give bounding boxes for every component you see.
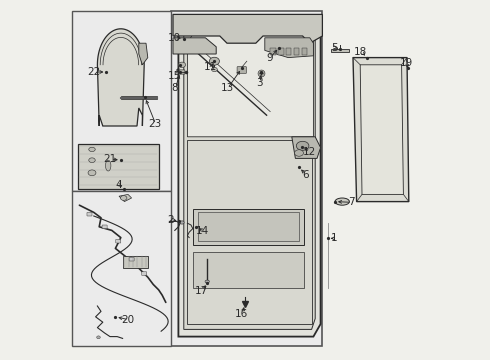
Text: 15: 15 (168, 71, 181, 81)
Bar (286, 48, 292, 55)
Text: 1: 1 (331, 233, 338, 243)
Ellipse shape (335, 198, 349, 205)
Text: 2: 2 (167, 215, 174, 225)
FancyBboxPatch shape (87, 212, 92, 216)
Ellipse shape (212, 67, 217, 72)
Polygon shape (265, 38, 314, 58)
Bar (294, 48, 299, 55)
Text: 3: 3 (256, 78, 263, 88)
Bar (121, 96, 157, 99)
FancyBboxPatch shape (237, 67, 246, 73)
Bar (171, 11, 322, 346)
Polygon shape (360, 65, 403, 194)
Text: 20: 20 (122, 315, 135, 325)
Bar (270, 48, 275, 55)
Text: 9: 9 (266, 53, 273, 63)
Ellipse shape (121, 196, 127, 200)
Ellipse shape (294, 150, 303, 156)
Text: 16: 16 (235, 309, 248, 319)
Polygon shape (292, 137, 320, 158)
Ellipse shape (296, 141, 309, 150)
Bar (72, 11, 171, 191)
Ellipse shape (205, 280, 209, 283)
Polygon shape (173, 14, 322, 43)
Text: 19: 19 (400, 58, 413, 68)
FancyBboxPatch shape (129, 257, 134, 261)
Polygon shape (187, 140, 312, 324)
Ellipse shape (97, 336, 100, 339)
Polygon shape (331, 49, 349, 52)
Polygon shape (139, 43, 148, 65)
Bar (278, 48, 284, 55)
Text: 7: 7 (348, 197, 354, 207)
Text: 13: 13 (220, 83, 234, 93)
FancyBboxPatch shape (179, 70, 185, 74)
Bar (122, 256, 148, 268)
Polygon shape (173, 38, 216, 54)
Text: 10: 10 (168, 33, 181, 43)
Text: 12: 12 (302, 147, 316, 157)
Text: 22: 22 (87, 67, 100, 77)
Ellipse shape (180, 221, 184, 224)
Polygon shape (77, 144, 159, 189)
Polygon shape (119, 194, 132, 202)
Polygon shape (198, 212, 299, 241)
Text: 18: 18 (354, 47, 368, 57)
FancyBboxPatch shape (116, 239, 121, 243)
Polygon shape (353, 58, 409, 202)
Ellipse shape (89, 147, 95, 152)
Text: 21: 21 (103, 154, 117, 164)
Polygon shape (193, 209, 304, 245)
Text: 17: 17 (195, 285, 208, 296)
Ellipse shape (178, 62, 186, 68)
Polygon shape (193, 252, 304, 288)
Ellipse shape (105, 160, 111, 171)
Text: 11: 11 (204, 62, 218, 72)
FancyBboxPatch shape (142, 272, 147, 275)
Text: 4: 4 (115, 180, 122, 190)
Polygon shape (98, 29, 144, 126)
Polygon shape (184, 22, 315, 329)
Text: 23: 23 (148, 119, 162, 129)
Bar (302, 48, 307, 55)
Ellipse shape (88, 170, 96, 176)
Text: 14: 14 (196, 226, 210, 236)
Polygon shape (178, 16, 320, 337)
FancyBboxPatch shape (102, 225, 107, 229)
Text: 8: 8 (172, 83, 178, 93)
Polygon shape (187, 25, 314, 137)
Ellipse shape (209, 57, 220, 65)
Ellipse shape (89, 158, 95, 163)
Text: 6: 6 (302, 170, 309, 180)
Text: 5: 5 (331, 42, 338, 53)
Bar (72, 191, 171, 346)
